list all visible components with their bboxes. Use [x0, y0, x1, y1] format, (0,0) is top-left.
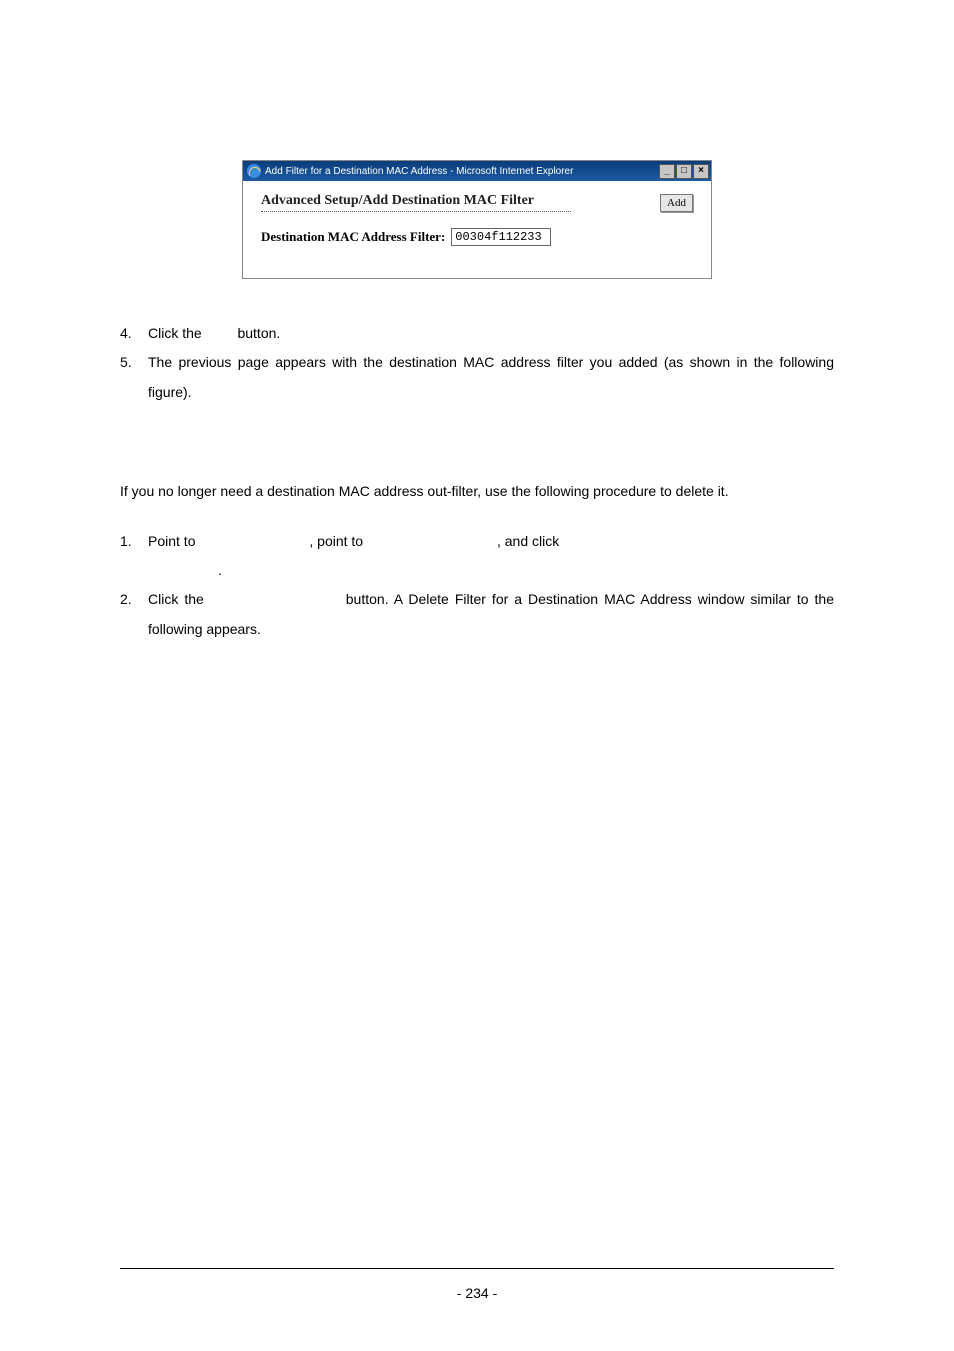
- paragraph: If you no longer need a destination MAC …: [120, 477, 834, 506]
- add-button[interactable]: Add: [660, 194, 693, 212]
- field-label: Destination MAC Address Filter:: [261, 229, 445, 245]
- step-1: 1. Point to , point to , and click .: [120, 527, 834, 586]
- step-text: button. A Delete Filter for a Destinatio…: [148, 591, 834, 636]
- step-text: The previous page appears with the desti…: [148, 348, 834, 407]
- mac-address-input[interactable]: [451, 228, 551, 246]
- window-title: Add Filter for a Destination MAC Address…: [265, 166, 573, 177]
- screenshot: Add Filter for a Destination MAC Address…: [242, 160, 712, 279]
- step-text: Point to: [148, 533, 199, 549]
- step-text: .: [218, 562, 222, 578]
- page-number: - 234 -: [457, 1285, 497, 1301]
- dialog-heading: Advanced Setup/Add Destination MAC Filte…: [261, 193, 571, 209]
- step-text: button.: [237, 325, 280, 341]
- ie-icon: [247, 164, 261, 178]
- step-text: Click the: [148, 325, 206, 341]
- maximize-button[interactable]: □: [676, 164, 692, 179]
- step-text: , point to: [309, 533, 367, 549]
- minimize-button[interactable]: _: [659, 164, 675, 179]
- step-4: 4. Click the button.: [120, 319, 834, 348]
- window-body: Advanced Setup/Add Destination MAC Filte…: [243, 181, 711, 278]
- step-text: , and click: [497, 533, 563, 549]
- step-5: 5. The previous page appears with the de…: [120, 348, 834, 407]
- page-footer: - 234 -: [120, 1268, 834, 1301]
- step-number: 2.: [120, 585, 148, 644]
- ie-window: Add Filter for a Destination MAC Address…: [242, 160, 712, 279]
- step-2: 2. Click the button. A Delete Filter for…: [120, 585, 834, 644]
- step-number: 4.: [120, 319, 148, 348]
- step-text: Click the: [148, 591, 210, 607]
- close-button[interactable]: ×: [693, 164, 709, 179]
- step-number: 5.: [120, 348, 148, 407]
- step-number: 1.: [120, 527, 148, 586]
- window-titlebar: Add Filter for a Destination MAC Address…: [243, 161, 711, 181]
- heading-underline: [261, 211, 571, 212]
